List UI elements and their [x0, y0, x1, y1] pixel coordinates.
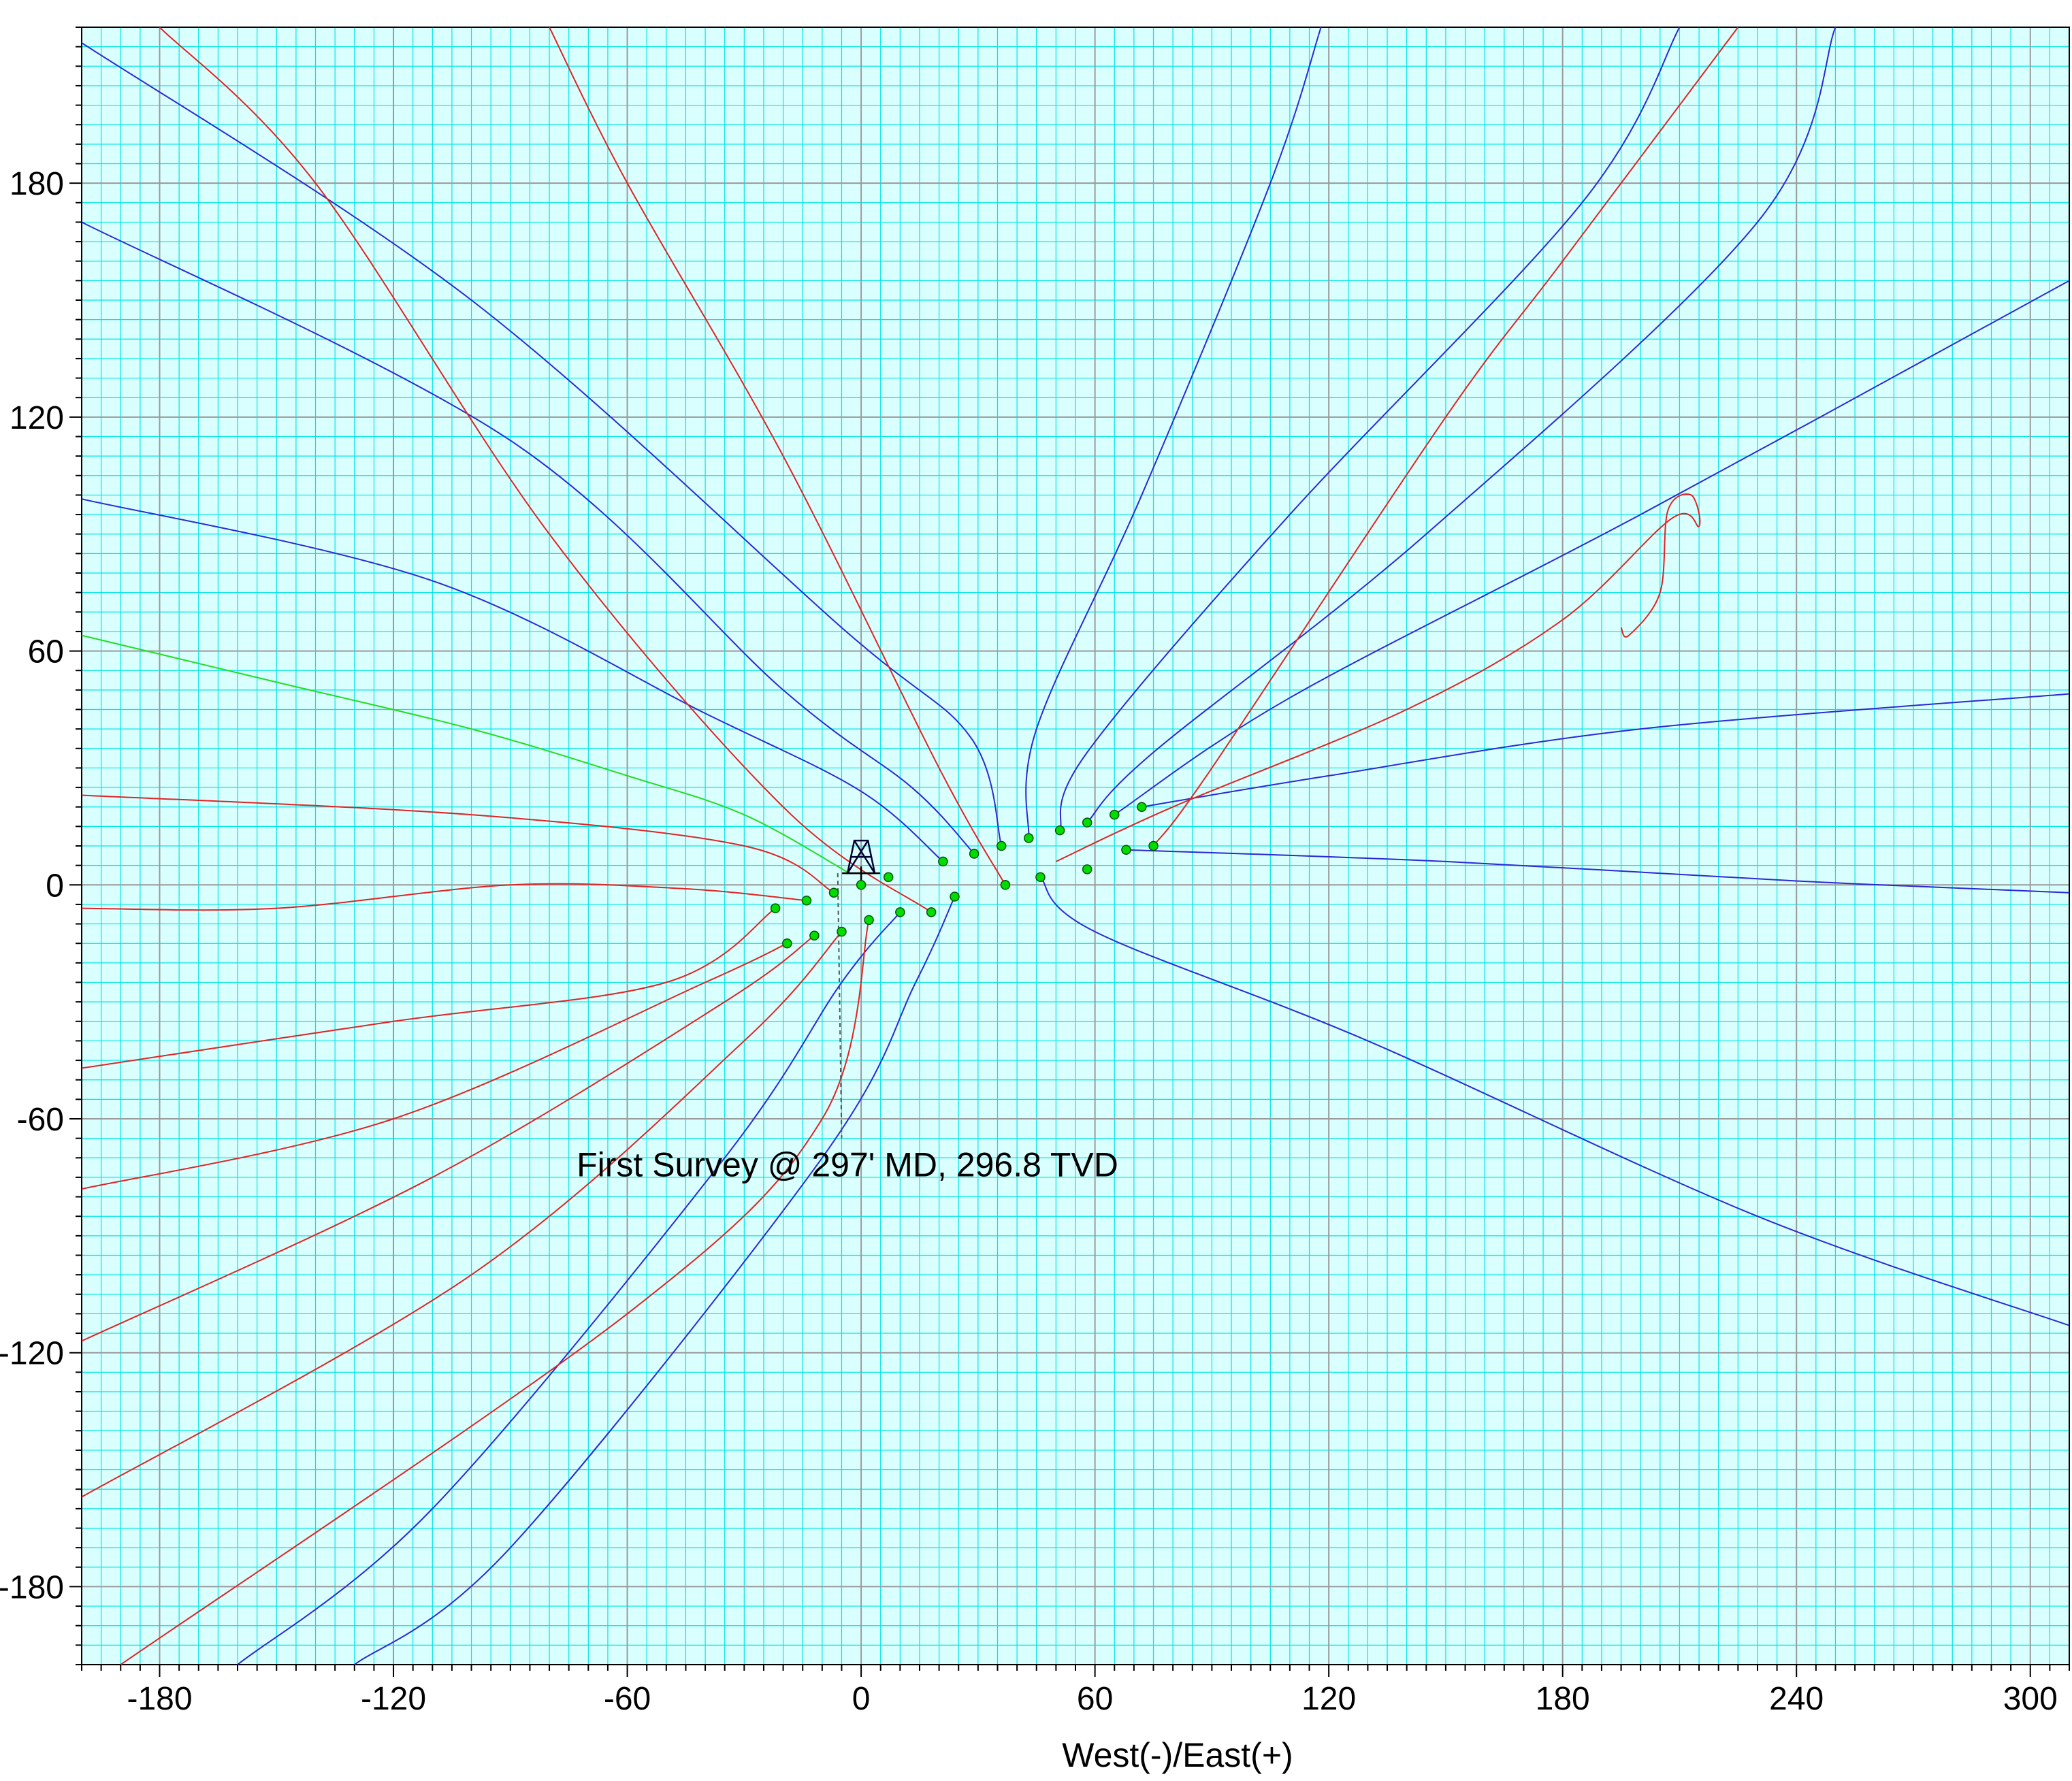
x-tick-label: 60	[1077, 1681, 1113, 1717]
red-well-6	[82, 931, 843, 1498]
survey-marker	[782, 938, 792, 949]
y-tick-labels: 180 120 60 0 -60 -120 -180	[0, 166, 64, 1605]
y-tick-label: 180	[10, 166, 64, 202]
survey-marker	[1121, 845, 1131, 855]
minor-grid	[81, 27, 2070, 1665]
survey-marker	[828, 887, 839, 898]
red-well-9	[549, 27, 1006, 885]
survey-leader-line	[837, 873, 843, 1139]
blue-well-1	[82, 498, 943, 862]
x-tick-labels: -180 -120 -60 0 60 120 180 240 300	[127, 1681, 2057, 1717]
survey-marker	[926, 907, 937, 917]
survey-marker	[1148, 840, 1159, 851]
y-tick-label: -60	[17, 1102, 64, 1138]
x-tick-label: -60	[604, 1681, 651, 1717]
blue-well-8	[1142, 693, 2069, 808]
blue-well-12	[237, 911, 901, 1665]
red-well-10	[1152, 27, 1739, 847]
x-tick-label: 240	[1769, 1681, 1824, 1717]
red-well-2	[82, 883, 807, 911]
y-tick-label: 120	[10, 400, 64, 436]
survey-marker	[1082, 817, 1092, 828]
survey-marker	[969, 849, 980, 859]
survey-line	[837, 873, 843, 1139]
survey-markers	[770, 802, 1159, 949]
survey-marker	[1054, 825, 1065, 836]
blue-well-4	[1025, 27, 1322, 838]
survey-annotation: First Survey @ 297' MD, 296.8 TVD	[577, 1146, 1118, 1184]
survey-marker	[996, 840, 1007, 851]
blue-well-10	[1039, 877, 2069, 1326]
survey-marker	[801, 895, 812, 906]
x-tick-label: -180	[127, 1681, 192, 1717]
survey-marker	[864, 915, 874, 926]
blue-well-11	[354, 896, 956, 1665]
survey-marker	[1035, 872, 1046, 883]
red-well-1	[82, 794, 835, 894]
x-tick-label: 0	[852, 1681, 871, 1717]
axis-ticks	[69, 27, 2070, 1677]
blue-well-3	[82, 42, 1003, 847]
red-well-7	[120, 919, 870, 1665]
x-tick-label: 120	[1301, 1681, 1356, 1717]
blue-well-9	[1126, 849, 2069, 894]
red-well-4	[82, 943, 788, 1190]
blue-well-7	[1114, 280, 2069, 816]
well-path-group	[82, 27, 2069, 1665]
red-well-3	[82, 907, 776, 1069]
x-tick-label: 180	[1536, 1681, 1590, 1717]
survey-marker	[770, 903, 781, 913]
survey-marker	[938, 856, 948, 867]
well-paths	[82, 27, 2069, 1665]
blue-well-2	[82, 221, 975, 855]
major-grid	[82, 27, 2069, 1665]
blue-well-6	[1086, 27, 1836, 823]
blue-well-5	[1059, 27, 1681, 831]
survey-marker	[1000, 880, 1011, 890]
survey-marker	[856, 880, 867, 890]
subject-well	[82, 634, 850, 874]
survey-marker	[1110, 809, 1120, 820]
y-tick-label: 60	[28, 634, 64, 670]
survey-marker	[883, 872, 894, 883]
y-tick-label: -120	[0, 1336, 64, 1372]
survey-marker	[950, 892, 960, 902]
y-tick-label: 0	[46, 868, 64, 904]
x-axis-title: West(-)/East(+)	[1062, 1736, 1293, 1774]
red-well-5	[82, 934, 815, 1342]
survey-marker	[809, 930, 820, 941]
survey-marker	[1082, 864, 1092, 875]
x-tick-label: -120	[361, 1681, 426, 1717]
survey-marker	[1137, 802, 1147, 812]
survey-marker	[1024, 833, 1034, 843]
survey-marker	[837, 926, 847, 937]
red-well-8	[159, 27, 932, 913]
x-tick-label: 300	[2003, 1681, 2058, 1717]
y-tick-label: -180	[0, 1569, 64, 1605]
red-well-11	[1055, 493, 1701, 862]
survey-marker	[895, 907, 905, 917]
